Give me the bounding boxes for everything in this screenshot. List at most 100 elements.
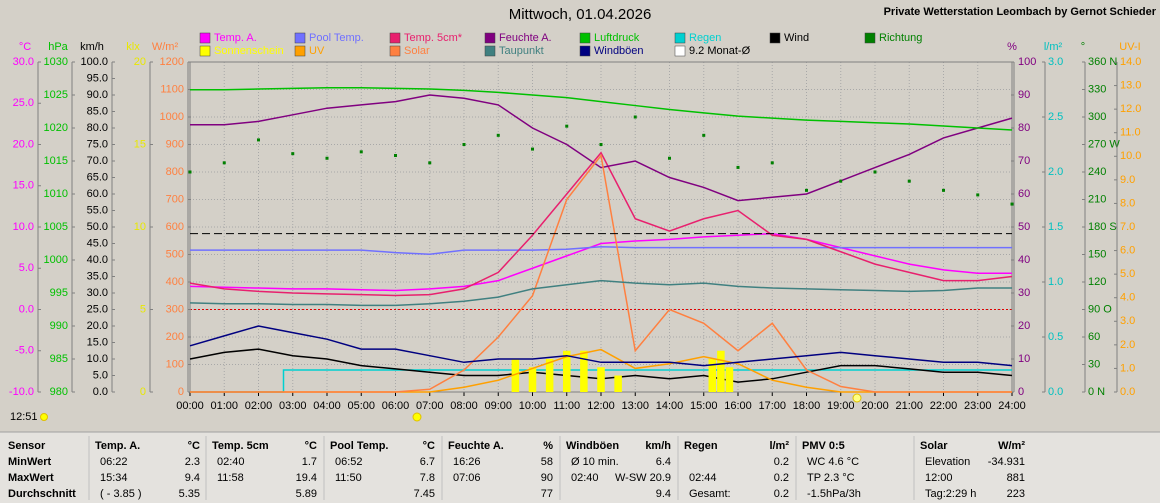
legend-swatch (199, 32, 211, 44)
legend-label: Wind (784, 32, 809, 44)
scatter-point (805, 188, 808, 192)
x-tick-label: 02:00 (245, 400, 273, 412)
table-header-unit: km/h (645, 440, 671, 452)
x-tick-label: 11:00 (553, 400, 580, 412)
table-cell: 1.7 (302, 456, 317, 468)
y-tick-label: 995 (50, 287, 68, 299)
table-header: Temp. A. (95, 440, 140, 452)
legend-swatch (769, 32, 781, 44)
x-tick-label: 23:00 (964, 400, 992, 412)
y-tick-label: 980 (50, 386, 68, 398)
x-tick-label: 01:00 (210, 400, 238, 412)
x-tick-label: 22:00 (930, 400, 958, 412)
bar (717, 350, 725, 392)
x-tick-label: 14:00 (656, 400, 684, 412)
y-tick-label: 0.5 (1048, 331, 1063, 343)
table-cell: WC 4.6 °C (807, 456, 859, 468)
legend-label: Taupunkt (499, 45, 544, 57)
y-tick-label: 3.0 (1048, 56, 1063, 68)
y-tick-label: 1000 (160, 111, 184, 123)
table-cell: 6.7 (420, 456, 435, 468)
y-tick-label: 0 N (1088, 386, 1105, 398)
y-tick-label: 990 (50, 320, 68, 332)
legend-swatch (484, 32, 496, 44)
legend-swatch (199, 45, 211, 57)
scatter-point (1010, 202, 1014, 206)
series-line (190, 153, 1012, 393)
legend-label: Temp. A. (214, 32, 257, 44)
y-tick-label: 60 (1088, 331, 1100, 343)
y-tick-label: 40.0 (87, 254, 108, 266)
y-tick-label: 45.0 (87, 237, 108, 249)
y-tick-label: 270 W (1088, 138, 1120, 150)
y-tick-label: 0.0 (1120, 386, 1135, 398)
y-tick-label: 25.0 (87, 303, 108, 315)
y-tick-label: 5.0 (1120, 268, 1135, 280)
legend-label: Windböen (594, 45, 644, 57)
legend-swatch (864, 32, 876, 44)
y-tick-label: 8.0 (1120, 197, 1135, 209)
table-cell: 7.45 (414, 488, 435, 500)
y-tick-label: 210 (1088, 193, 1106, 205)
table-header: Sensor (8, 440, 46, 452)
y-tick-label: 300 (166, 303, 184, 315)
axis-title: l/m² (1044, 41, 1063, 53)
y-tick-label: 6.0 (1120, 244, 1135, 256)
scatter-point (291, 152, 295, 156)
y-tick-label: 100 (1018, 56, 1036, 68)
table-header-unit: W/m² (998, 440, 1025, 452)
table-cell: 16:26 (453, 456, 481, 468)
table-cell: 07:06 (453, 472, 481, 484)
x-tick-label: 18:00 (793, 400, 821, 412)
table-cell: -1.5hPa/3h (807, 488, 861, 500)
axis-title: UV-I (1119, 41, 1140, 53)
bar (614, 375, 622, 392)
table-header-unit: °C (305, 440, 317, 452)
x-tick-label: 20:00 (861, 400, 889, 412)
scatter-point (325, 156, 329, 160)
chart-subtitle: Private Wetterstation Leombach by Gernot… (884, 6, 1157, 18)
x-tick-label: 19:00 (827, 400, 855, 412)
y-tick-label: 100 (166, 358, 184, 370)
y-tick-label: 1100 (160, 83, 184, 95)
y-tick-label: 2.0 (1120, 339, 1135, 351)
scatter-point (496, 133, 500, 137)
y-tick-label: 0 (1018, 386, 1024, 398)
y-tick-label: 330 (1088, 83, 1106, 95)
y-tick-label: 5.0 (93, 369, 108, 381)
legend-label: Sonnenschein (214, 45, 284, 57)
legend-label: 9.2 Monat-Ø (689, 45, 751, 57)
y-tick-label: 180 S (1088, 221, 1117, 233)
table-header: Feuchte A. (448, 440, 504, 452)
sun-icon (40, 413, 48, 421)
y-tick-label: 14.0 (1120, 56, 1141, 68)
series-line (190, 246, 1012, 255)
y-tick-label: 90 (1018, 89, 1030, 101)
x-tick-label: 04:00 (313, 400, 341, 412)
y-tick-label: 1200 (160, 56, 184, 68)
series-line (190, 94, 1013, 202)
legend-label: Pool Temp. (309, 32, 364, 44)
axis-title: % (1007, 41, 1017, 53)
y-tick-label: 13.0 (1120, 79, 1141, 91)
y-tick-label: 1.5 (1048, 221, 1063, 233)
scatter-point (531, 147, 534, 151)
scatter-point (359, 150, 363, 154)
y-tick-label: 15.0 (87, 336, 108, 348)
y-tick-label: 25.0 (13, 97, 34, 109)
table-cell: 9.4 (185, 472, 200, 484)
legend-label: Feuchte A. (499, 32, 552, 44)
y-tick-label: 30.0 (87, 287, 108, 299)
table-cell: 0.2 (774, 456, 789, 468)
x-tick-label: 07:00 (416, 400, 444, 412)
legend-swatch (294, 32, 306, 44)
x-tick-label: 09:00 (484, 400, 512, 412)
scatter-point (873, 170, 877, 174)
axis-title: km/h (80, 41, 104, 53)
y-tick-label: 80.0 (87, 122, 108, 134)
y-tick-label: 1030 (44, 56, 68, 68)
table-cell: 19.4 (296, 472, 317, 484)
y-tick-label: 11.0 (1120, 127, 1141, 139)
table-cell: Ø 10 min. (571, 456, 619, 468)
y-tick-label: 60 (1018, 188, 1030, 200)
